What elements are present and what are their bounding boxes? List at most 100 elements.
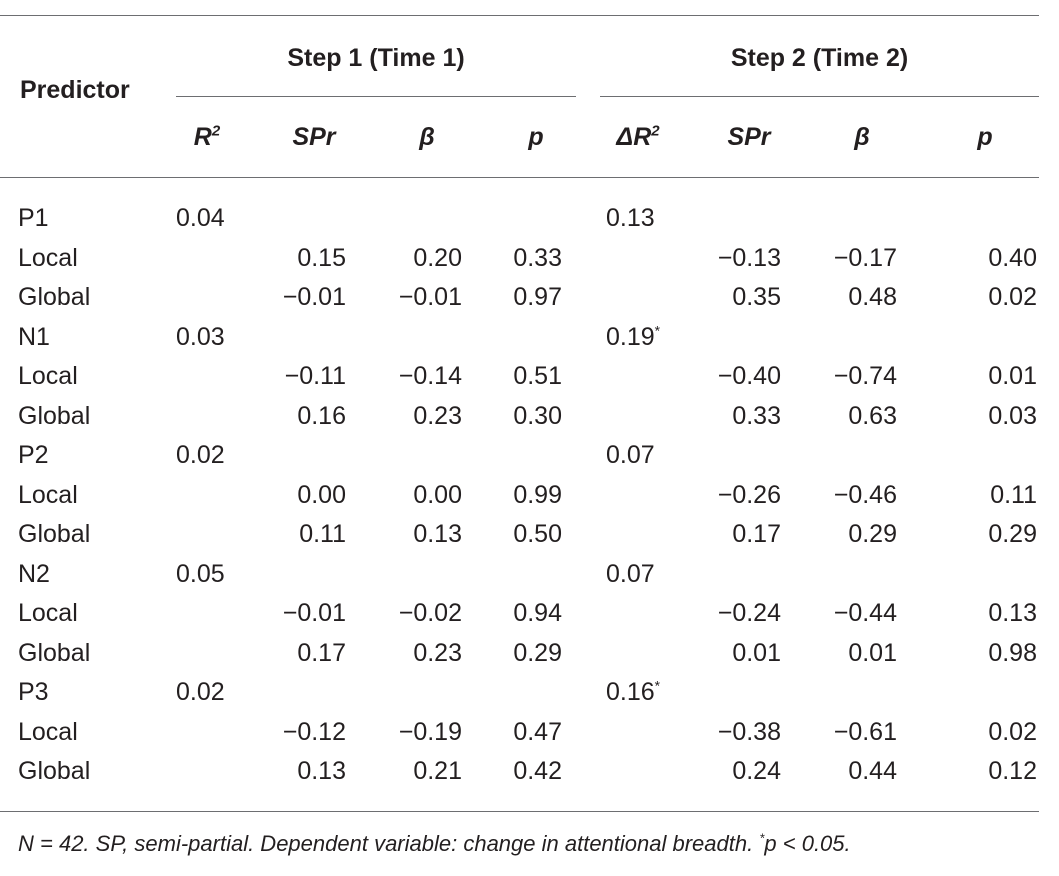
- footnote-sup: *: [759, 830, 765, 846]
- cell-value: −0.01: [282, 283, 346, 311]
- column-header-1-3: β: [419, 123, 435, 151]
- cell-value: 0.00: [297, 481, 346, 509]
- row-label: Local: [18, 362, 78, 390]
- r2-value: 0.02: [176, 441, 225, 469]
- r2-value: 0.05: [176, 560, 225, 588]
- cell-value: 0.63: [848, 402, 897, 430]
- bottom-rule: [0, 811, 1039, 812]
- footnote-text-after: p < 0.05.: [764, 831, 851, 856]
- row-label: Global: [18, 402, 91, 430]
- cell-value: 0.20: [413, 244, 462, 272]
- cell-value: 0.17: [297, 639, 346, 667]
- cell-value: 0.40: [988, 244, 1037, 272]
- cell-value: 0.16: [297, 402, 346, 430]
- row-label: Local: [18, 718, 78, 746]
- row-label: Global: [18, 639, 91, 667]
- row-label: Global: [18, 757, 91, 785]
- cell-value: 0.02: [988, 718, 1037, 746]
- cell-value: 0.98: [988, 639, 1037, 667]
- cell-value: 0.13: [297, 757, 346, 785]
- cell-value: 0.35: [732, 283, 781, 311]
- cell-value: −0.38: [717, 718, 781, 746]
- step2-group-rule: [600, 96, 1039, 97]
- delta-r2-value: 0.13: [606, 204, 655, 232]
- row-label: N2: [18, 560, 50, 588]
- cell-value: 0.21: [413, 757, 462, 785]
- cell-value: 0.23: [413, 639, 462, 667]
- row-label: P3: [18, 678, 49, 706]
- cell-value: 0.29: [513, 639, 562, 667]
- row-label: P2: [18, 441, 49, 469]
- cell-value: 0.01: [988, 362, 1037, 390]
- cell-value: −0.13: [717, 244, 781, 272]
- row-label: Local: [18, 599, 78, 627]
- step1-group-rule: [176, 96, 576, 97]
- cell-value: −0.17: [833, 244, 897, 272]
- cell-value: 0.33: [732, 402, 781, 430]
- predictor-header: Predictor: [20, 76, 130, 104]
- row-label: P1: [18, 204, 49, 232]
- table-footnote: N = 42. SP, semi-partial. Dependent vari…: [18, 829, 851, 859]
- step2-header: Step 2 (Time 2): [730, 44, 909, 72]
- cell-value: 0.50: [513, 520, 562, 548]
- column-header-1-1: R2: [193, 122, 221, 151]
- cell-value: 0.29: [848, 520, 897, 548]
- r2-value: 0.03: [176, 323, 225, 351]
- row-label: Local: [18, 481, 78, 509]
- cell-value: −0.19: [398, 718, 462, 746]
- cell-value: 0.11: [299, 520, 346, 548]
- row-label: Local: [18, 244, 78, 272]
- cell-value: 0.30: [513, 402, 562, 430]
- cell-value: 0.15: [297, 244, 346, 272]
- cell-value: 0.24: [732, 757, 781, 785]
- column-header-1-2: SPr: [292, 123, 336, 151]
- cell-value: −0.11: [284, 362, 346, 390]
- cell-value: 0.44: [848, 757, 897, 785]
- cell-value: 0.17: [732, 520, 781, 548]
- cell-value: 0.13: [988, 599, 1037, 627]
- cell-value: −0.01: [398, 283, 462, 311]
- cell-value: 0.42: [513, 757, 562, 785]
- top-rule: [0, 15, 1039, 16]
- cell-value: −0.01: [282, 599, 346, 627]
- cell-value: 0.03: [988, 402, 1037, 430]
- r2-value: 0.02: [176, 678, 225, 706]
- cell-value: 0.11: [990, 481, 1037, 509]
- cell-value: 0.01: [848, 639, 897, 667]
- cell-value: 0.02: [988, 283, 1037, 311]
- step1-header: Step 1 (Time 1): [287, 44, 465, 72]
- cell-value: 0.94: [513, 599, 562, 627]
- delta-r2-value: 0.07: [606, 441, 655, 469]
- cell-value: 0.23: [413, 402, 462, 430]
- cell-value: −0.26: [717, 481, 781, 509]
- cell-value: −0.02: [398, 599, 462, 627]
- cell-value: 0.00: [413, 481, 462, 509]
- cell-value: −0.40: [717, 362, 781, 390]
- cell-value: 0.48: [848, 283, 897, 311]
- cell-value: −0.24: [717, 599, 781, 627]
- row-label: Global: [18, 520, 91, 548]
- column-header-2-1: ΔR2: [616, 122, 660, 151]
- row-label: N1: [18, 323, 50, 351]
- cell-value: −0.46: [833, 481, 897, 509]
- cell-value: 0.97: [513, 283, 562, 311]
- footnote-text: N = 42. SP, semi-partial. Dependent vari…: [18, 831, 760, 856]
- cell-value: 0.01: [732, 639, 781, 667]
- cell-value: 0.29: [988, 520, 1037, 548]
- row-label: Global: [18, 283, 91, 311]
- delta-r2-value: 0.19*: [606, 322, 661, 351]
- cell-value: 0.33: [513, 244, 562, 272]
- cell-value: 0.12: [988, 757, 1037, 785]
- column-header-2-3: β: [854, 123, 870, 151]
- cell-value: 0.13: [413, 520, 462, 548]
- column-header-2-2: SPr: [727, 123, 771, 151]
- header-rule: [0, 177, 1039, 178]
- cell-value: 0.47: [513, 718, 562, 746]
- cell-value: −0.61: [833, 718, 897, 746]
- cell-value: −0.12: [282, 718, 346, 746]
- cell-value: 0.51: [513, 362, 562, 390]
- column-header-2-4: p: [977, 123, 993, 151]
- cell-value: −0.14: [398, 362, 462, 390]
- cell-value: 0.99: [513, 481, 562, 509]
